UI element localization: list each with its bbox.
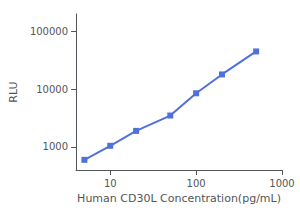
svg-text:100: 100 xyxy=(187,178,206,189)
svg-text:10000: 10000 xyxy=(36,84,68,95)
svg-text:100000: 100000 xyxy=(30,26,68,37)
svg-text:1000: 1000 xyxy=(269,178,294,189)
svg-text:RLU: RLU xyxy=(7,81,20,102)
svg-text:Human CD30L Concentration(pg/m: Human CD30L Concentration(pg/mL) xyxy=(77,192,281,205)
svg-text:1000: 1000 xyxy=(43,141,68,152)
svg-text:10: 10 xyxy=(104,178,117,189)
